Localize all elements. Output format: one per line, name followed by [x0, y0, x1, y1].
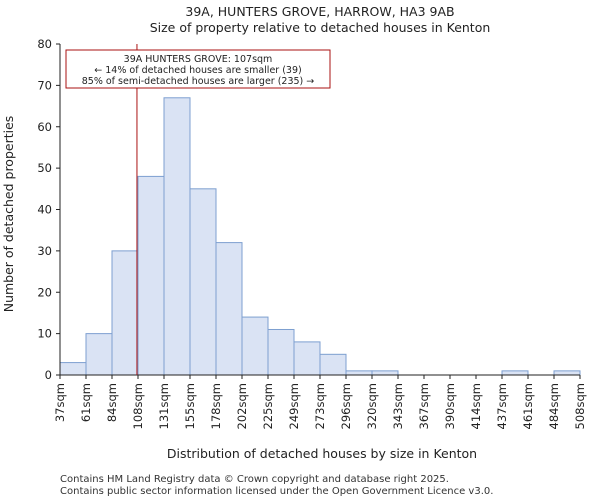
annotation-line-2: ← 14% of detached houses are smaller (39…	[94, 65, 301, 76]
x-axis-label: Distribution of detached houses by size …	[167, 446, 477, 461]
chart-title: 39A, HUNTERS GROVE, HARROW, HA3 9AB	[185, 4, 454, 19]
x-tick-label-461sqm: 461sqm	[521, 383, 535, 429]
footer-line-1: Contains HM Land Registry data © Crown c…	[60, 474, 449, 485]
bar-273sqm	[319, 353, 347, 376]
bar-437sqm	[501, 370, 529, 376]
x-tick-label-437sqm: 437sqm	[495, 383, 509, 429]
x-tick-label-155sqm: 155sqm	[183, 383, 197, 429]
y-tick-label: 60	[37, 120, 52, 134]
x-tick-label-108sqm: 108sqm	[131, 383, 145, 429]
bar-484sqm	[553, 370, 581, 376]
y-tick-label: 0	[45, 368, 52, 382]
y-axis: 0 10 20 30 40 50 60 70 80	[37, 37, 61, 382]
y-tick-label: 20	[37, 285, 52, 299]
x-tick-label-367sqm: 367sqm	[417, 383, 431, 429]
y-tick-label: 50	[37, 161, 52, 175]
x-tick-label-84sqm: 84sqm	[105, 383, 119, 422]
bar-61sqm	[85, 333, 113, 376]
y-tick-label: 40	[37, 203, 52, 217]
x-tick-label-296sqm: 296sqm	[339, 383, 353, 429]
y-axis-label: Number of detached properties	[1, 116, 16, 313]
x-tick-label-37sqm: 37sqm	[53, 383, 67, 422]
bar-225sqm	[267, 328, 295, 376]
bar-320sqm	[371, 370, 399, 376]
bar-37sqm	[59, 362, 87, 376]
bar-178sqm	[215, 242, 243, 376]
x-tick-label-178sqm: 178sqm	[209, 383, 223, 429]
bar-249sqm	[293, 341, 321, 376]
x-tick-label-225sqm: 225sqm	[261, 383, 275, 429]
x-tick-label-343sqm: 343sqm	[391, 383, 405, 429]
bar-296sqm	[345, 370, 373, 376]
bar-155sqm	[189, 188, 217, 376]
bar-108sqm	[137, 175, 165, 376]
annotation-line-1: 39A HUNTERS GROVE: 107sqm	[124, 54, 273, 65]
x-tick-label-484sqm: 484sqm	[547, 383, 561, 429]
x-tick-label-320sqm: 320sqm	[365, 383, 379, 429]
x-tick-label-414sqm: 414sqm	[469, 383, 483, 429]
x-tick-label-202sqm: 202sqm	[235, 383, 249, 429]
bars-group	[59, 97, 581, 376]
y-tick-label: 30	[37, 244, 52, 258]
bar-84sqm	[111, 250, 139, 376]
y-tick-label: 10	[37, 327, 52, 341]
annotation-line-3: 85% of semi-detached houses are larger (…	[82, 76, 315, 87]
footer-line-2: Contains public sector information licen…	[60, 486, 493, 497]
annotation-border	[65, 49, 331, 89]
y-tick-label: 70	[37, 78, 52, 92]
annotation-box: 39A HUNTERS GROVE: 107sqm ← 14% of detac…	[65, 49, 331, 89]
bar-202sqm	[241, 316, 269, 376]
x-tick-label-249sqm: 249sqm	[287, 383, 301, 429]
bar-131sqm	[163, 97, 191, 376]
x-tick-label-131sqm: 131sqm	[157, 383, 171, 429]
y-tick-label: 80	[37, 37, 52, 51]
x-tick-label-273sqm: 273sqm	[313, 383, 327, 429]
x-axis: 37sqm 61sqm 84sqm 108sqm 131sqm 155sqm 178sqm 2…	[53, 374, 587, 429]
chart-subtitle: Size of property relative to detached ho…	[150, 20, 491, 35]
x-tick-label-61sqm: 61sqm	[79, 383, 93, 422]
x-tick-label-390sqm: 390sqm	[443, 383, 457, 429]
x-tick-label-508sqm: 508sqm	[573, 383, 587, 429]
